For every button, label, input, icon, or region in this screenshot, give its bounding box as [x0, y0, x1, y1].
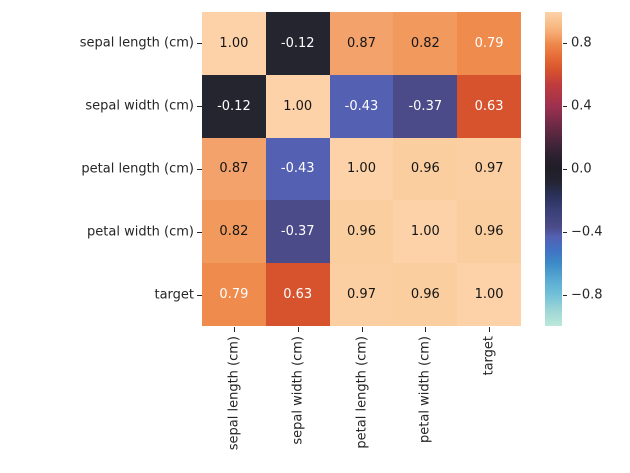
heatmap-cell: 1.00	[265, 74, 330, 138]
colorbar-tick-label: 0.8	[571, 35, 592, 51]
heatmap-cell: 1.00	[329, 137, 394, 201]
y-axis-label: sepal width (cm)	[85, 98, 194, 114]
heatmap-grid: 1.00 -0.12 0.87 0.82 0.79 -0.12 1.00 -0.43 -0.37…	[202, 12, 521, 326]
y-axis-label: petal width (cm)	[87, 224, 194, 240]
heatmap-cell: -0.37	[393, 74, 458, 138]
heatmap-cell: -0.43	[265, 137, 330, 201]
heatmap-cell: 0.82	[202, 200, 266, 264]
heatmap-cell: 0.97	[329, 263, 394, 326]
x-axis-label: petal length (cm)	[354, 336, 369, 449]
heatmap-cell: -0.12	[202, 74, 266, 138]
heatmap-cell: 1.00	[202, 12, 266, 75]
colorbar-tick	[563, 43, 567, 45]
x-axis-label-wrap: sepal length (cm)	[226, 336, 241, 454]
x-axis-label: sepal length (cm)	[226, 336, 242, 451]
colorbar-tick-label: −0.4	[571, 224, 603, 240]
y-axis-tick	[197, 294, 202, 296]
colorbar-tick	[563, 106, 567, 108]
x-axis-tick	[425, 327, 427, 332]
y-axis-tick	[197, 169, 202, 170]
heatmap-cell: -0.43	[329, 74, 394, 138]
colorbar-tick	[563, 231, 567, 233]
heatmap-cell: 0.87	[329, 12, 394, 75]
x-axis-label: target	[481, 336, 497, 376]
colorbar-tick	[563, 294, 567, 296]
heatmap-cell: 1.00	[457, 263, 521, 326]
x-axis-label-wrap: target	[482, 336, 497, 380]
heatmap-cell: 0.97	[457, 137, 521, 201]
heatmap-cell: 0.87	[202, 137, 266, 201]
heatmap-cell: 0.82	[393, 12, 458, 75]
y-axis-label: sepal length (cm)	[79, 35, 194, 51]
heatmap-cell: 0.79	[457, 12, 521, 75]
x-axis-tick	[361, 327, 363, 332]
heatmap-cell: 0.96	[393, 137, 458, 201]
heatmap-cell: 0.63	[457, 74, 521, 138]
x-axis-tick	[233, 327, 235, 332]
heatmap-cell: 0.96	[329, 200, 394, 264]
x-axis-tick	[297, 327, 299, 332]
x-axis-label-wrap: petal width (cm)	[418, 336, 433, 447]
x-axis-label: sepal width (cm)	[290, 336, 306, 445]
heatmap-cell: -0.12	[265, 12, 330, 75]
y-axis-label: target	[154, 287, 194, 303]
y-axis-label: petal length (cm)	[81, 161, 194, 177]
colorbar	[545, 12, 562, 326]
heatmap-cell: -0.37	[265, 200, 330, 264]
y-axis-tick	[197, 231, 202, 233]
colorbar-tick	[563, 169, 567, 170]
x-axis-label-wrap: petal length (cm)	[354, 336, 369, 453]
heatmap-cell: 0.79	[202, 263, 266, 326]
x-axis-tick	[489, 327, 491, 332]
x-axis-label: petal width (cm)	[417, 336, 433, 443]
heatmap-cell: 0.63	[265, 263, 330, 326]
heatmap-cell: 0.96	[393, 263, 458, 326]
colorbar-tick-label: 0.0	[571, 161, 592, 177]
x-axis-label-wrap: sepal width (cm)	[290, 336, 305, 449]
colorbar-tick-label: 0.4	[571, 98, 592, 114]
y-axis-tick	[197, 106, 202, 108]
heatmap-cell: 0.96	[457, 200, 521, 264]
y-axis-tick	[197, 43, 202, 45]
colorbar-tick-label: −0.8	[571, 287, 603, 303]
heatmap-cell: 1.00	[393, 200, 458, 264]
